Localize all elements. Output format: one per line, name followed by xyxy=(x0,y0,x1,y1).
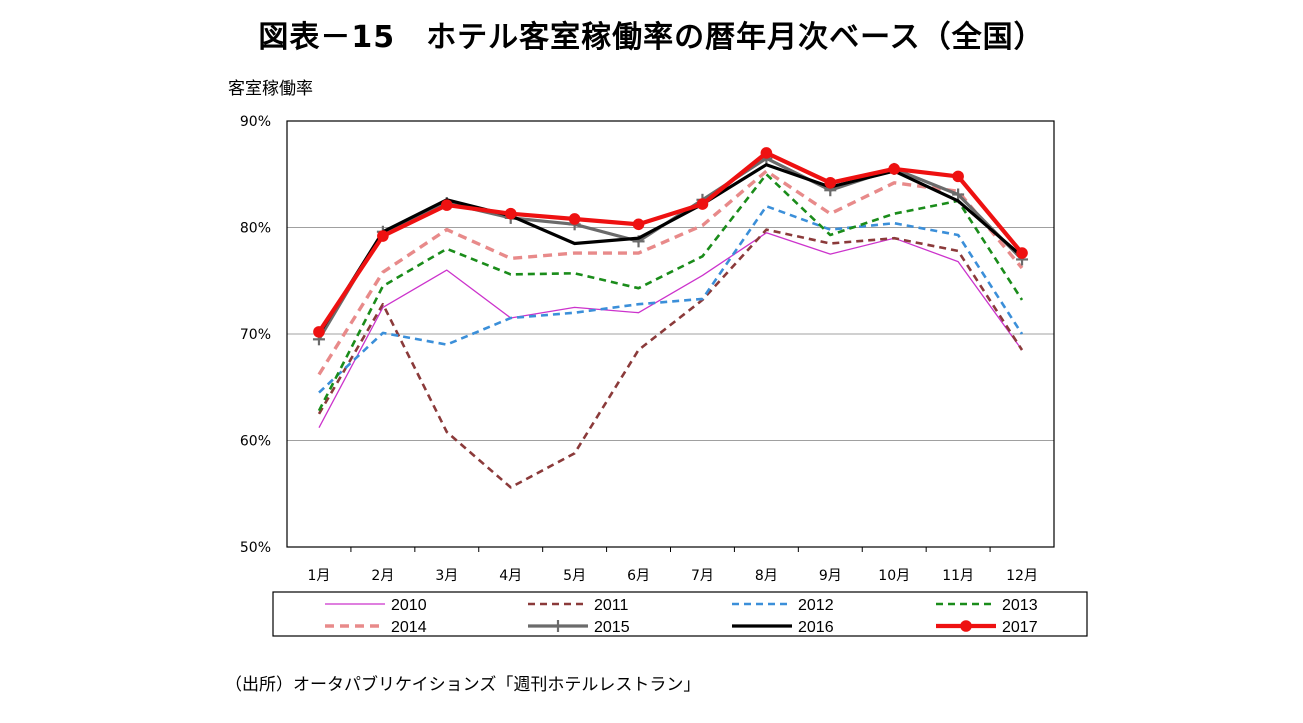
series-line-2015 xyxy=(317,156,1024,341)
x-tick-label: 6月 xyxy=(627,568,650,584)
x-tick-label: 3月 xyxy=(435,568,458,584)
legend-label: 2010 xyxy=(391,597,427,614)
y-tick-label: 80% xyxy=(240,221,271,237)
y-tick-label: 50% xyxy=(240,540,271,556)
series-marker xyxy=(632,218,645,231)
x-tick-label: 9月 xyxy=(819,568,842,584)
series-marker xyxy=(824,176,837,189)
series-marker xyxy=(313,326,325,338)
legend-label: 2014 xyxy=(391,619,427,636)
y-tick-label: 90% xyxy=(240,114,271,130)
x-tick-label: 2月 xyxy=(371,568,394,584)
chart-title: 図表－15 ホテル客室稼働率の暦年月次ベース（全国） xyxy=(258,20,1045,55)
legend-box xyxy=(272,591,1088,637)
x-tick-label: 4月 xyxy=(499,568,522,584)
series-marker xyxy=(760,147,773,159)
legend-label: 2011 xyxy=(594,597,629,614)
x-tick-label: 8月 xyxy=(755,568,778,584)
series-marker xyxy=(888,163,901,175)
legend-label: 2015 xyxy=(594,619,630,636)
series-line-2013 xyxy=(317,173,1024,412)
series-line-2010 xyxy=(318,232,1023,429)
legend-label: 2013 xyxy=(1002,597,1038,614)
series-marker xyxy=(568,213,581,225)
y-tick-label: 70% xyxy=(240,327,271,343)
y-axis-label: 客室稼働率 xyxy=(228,79,313,99)
x-tick-label: 7月 xyxy=(691,568,714,584)
series-line-2011 xyxy=(317,228,1024,489)
legend-label: 2016 xyxy=(798,619,834,636)
legend-label: 2012 xyxy=(798,597,834,614)
series-line-2017 xyxy=(317,150,1024,334)
series-line-2016 xyxy=(317,163,1024,335)
x-tick-label: 11月 xyxy=(942,568,974,584)
series-marker xyxy=(504,207,517,220)
series-line-2012 xyxy=(318,204,1024,394)
x-tick-label: 1月 xyxy=(307,568,330,584)
series-marker xyxy=(440,199,453,211)
legend-label: 2017 xyxy=(1002,619,1038,636)
series-marker xyxy=(377,230,389,242)
series-marker xyxy=(960,620,972,632)
series-marker xyxy=(1016,247,1028,259)
x-tick-label: 10月 xyxy=(878,568,910,584)
x-tick-label: 12月 xyxy=(1006,568,1038,584)
series-marker xyxy=(696,198,709,210)
x-tick-label: 5月 xyxy=(563,568,586,584)
series-line-2014 xyxy=(317,169,1024,376)
series-marker xyxy=(952,170,964,183)
y-tick-label: 60% xyxy=(240,434,271,450)
source-note: （出所）オータパブリケイションズ「週刊ホテルレストラン」 xyxy=(225,675,701,695)
